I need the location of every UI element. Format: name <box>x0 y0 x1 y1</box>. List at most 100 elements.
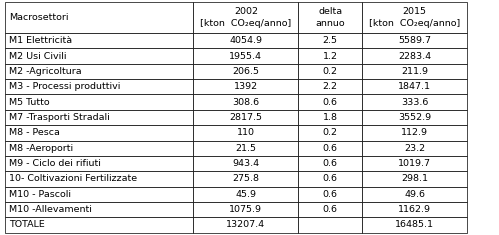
Bar <box>5 202 193 217</box>
Text: 1.8: 1.8 <box>323 113 338 122</box>
Text: 0.2: 0.2 <box>323 128 338 137</box>
Bar <box>362 2 467 33</box>
Text: 0.6: 0.6 <box>323 174 338 183</box>
Text: delta: delta <box>318 7 342 16</box>
Text: annuo: annuo <box>315 19 345 28</box>
Text: 2283.4: 2283.4 <box>398 52 431 61</box>
Text: 45.9: 45.9 <box>236 190 256 199</box>
Bar <box>298 125 362 141</box>
Text: M1 Elettricità: M1 Elettricità <box>9 36 72 45</box>
Bar <box>298 217 362 233</box>
Text: 4054.9: 4054.9 <box>230 36 262 45</box>
Text: 333.6: 333.6 <box>401 98 428 107</box>
Bar <box>5 79 193 94</box>
Text: 13207.4: 13207.4 <box>226 220 265 229</box>
Text: M8 - Pesca: M8 - Pesca <box>9 128 60 137</box>
Text: 3552.9: 3552.9 <box>398 113 431 122</box>
Text: 10- Coltivazioni Fertilizzate: 10- Coltivazioni Fertilizzate <box>9 174 137 183</box>
Bar <box>362 202 467 217</box>
Bar <box>193 156 298 171</box>
Text: M7 -Trasporti Stradali: M7 -Trasporti Stradali <box>9 113 110 122</box>
Text: [kton  CO₂eq/anno]: [kton CO₂eq/anno] <box>200 19 291 28</box>
Text: 110: 110 <box>237 128 255 137</box>
Bar <box>193 64 298 79</box>
Text: 308.6: 308.6 <box>232 98 259 107</box>
Text: 211.9: 211.9 <box>401 67 428 76</box>
Text: 5589.7: 5589.7 <box>398 36 431 45</box>
Text: M10 - Pascoli: M10 - Pascoli <box>9 190 71 199</box>
Text: 943.4: 943.4 <box>232 159 259 168</box>
Bar <box>5 94 193 110</box>
Text: 23.2: 23.2 <box>404 144 425 153</box>
Bar <box>298 141 362 156</box>
Bar <box>298 187 362 202</box>
Text: 298.1: 298.1 <box>401 174 428 183</box>
Text: 1162.9: 1162.9 <box>398 205 431 214</box>
Text: 0.6: 0.6 <box>323 144 338 153</box>
Text: M8 -Aeroporti: M8 -Aeroporti <box>9 144 73 153</box>
Bar <box>193 187 298 202</box>
Text: 1955.4: 1955.4 <box>230 52 262 61</box>
Bar <box>362 79 467 94</box>
Bar <box>298 202 362 217</box>
Text: 1847.1: 1847.1 <box>398 82 431 91</box>
Bar <box>5 110 193 125</box>
Bar <box>298 48 362 64</box>
Bar <box>193 125 298 141</box>
Bar <box>193 33 298 48</box>
Text: 16485.1: 16485.1 <box>395 220 434 229</box>
Bar <box>298 33 362 48</box>
Bar <box>5 2 193 33</box>
Bar <box>362 125 467 141</box>
Bar <box>362 187 467 202</box>
Text: 112.9: 112.9 <box>401 128 428 137</box>
Bar <box>193 202 298 217</box>
Bar <box>362 217 467 233</box>
Text: 1392: 1392 <box>234 82 258 91</box>
Text: M3 - Processi produttivi: M3 - Processi produttivi <box>9 82 120 91</box>
Bar <box>362 110 467 125</box>
Bar <box>5 171 193 187</box>
Bar <box>5 33 193 48</box>
Bar <box>298 79 362 94</box>
Bar <box>298 64 362 79</box>
Text: M2 -Agricoltura: M2 -Agricoltura <box>9 67 82 76</box>
Text: TOTALE: TOTALE <box>9 220 45 229</box>
Bar <box>298 2 362 33</box>
Text: 2002: 2002 <box>234 7 258 16</box>
Bar <box>362 48 467 64</box>
Bar <box>193 48 298 64</box>
Bar <box>5 125 193 141</box>
Text: M10 -Allevamenti: M10 -Allevamenti <box>9 205 92 214</box>
Text: 49.6: 49.6 <box>404 190 425 199</box>
Bar <box>298 171 362 187</box>
Bar <box>5 156 193 171</box>
Bar <box>193 2 298 33</box>
Text: M9 - Ciclo dei rifiuti: M9 - Ciclo dei rifiuti <box>9 159 101 168</box>
Bar <box>5 64 193 79</box>
Text: M2 Usi Civili: M2 Usi Civili <box>9 52 66 61</box>
Text: 1075.9: 1075.9 <box>230 205 262 214</box>
Bar <box>5 217 193 233</box>
Bar <box>5 187 193 202</box>
Text: 0.6: 0.6 <box>323 190 338 199</box>
Text: [kton  CO₂eq/anno]: [kton CO₂eq/anno] <box>369 19 460 28</box>
Text: 206.5: 206.5 <box>233 67 259 76</box>
Text: 1.2: 1.2 <box>323 52 338 61</box>
Text: 2.2: 2.2 <box>323 82 338 91</box>
Bar <box>5 48 193 64</box>
Bar <box>298 110 362 125</box>
Bar <box>362 156 467 171</box>
Bar <box>193 217 298 233</box>
Text: 275.8: 275.8 <box>233 174 259 183</box>
Bar <box>193 171 298 187</box>
Bar <box>362 171 467 187</box>
Bar <box>362 33 467 48</box>
Text: 2.5: 2.5 <box>323 36 338 45</box>
Bar <box>193 79 298 94</box>
Text: 0.6: 0.6 <box>323 205 338 214</box>
Bar <box>298 94 362 110</box>
Text: 0.6: 0.6 <box>323 98 338 107</box>
Text: 2015: 2015 <box>403 7 427 16</box>
Bar <box>193 110 298 125</box>
